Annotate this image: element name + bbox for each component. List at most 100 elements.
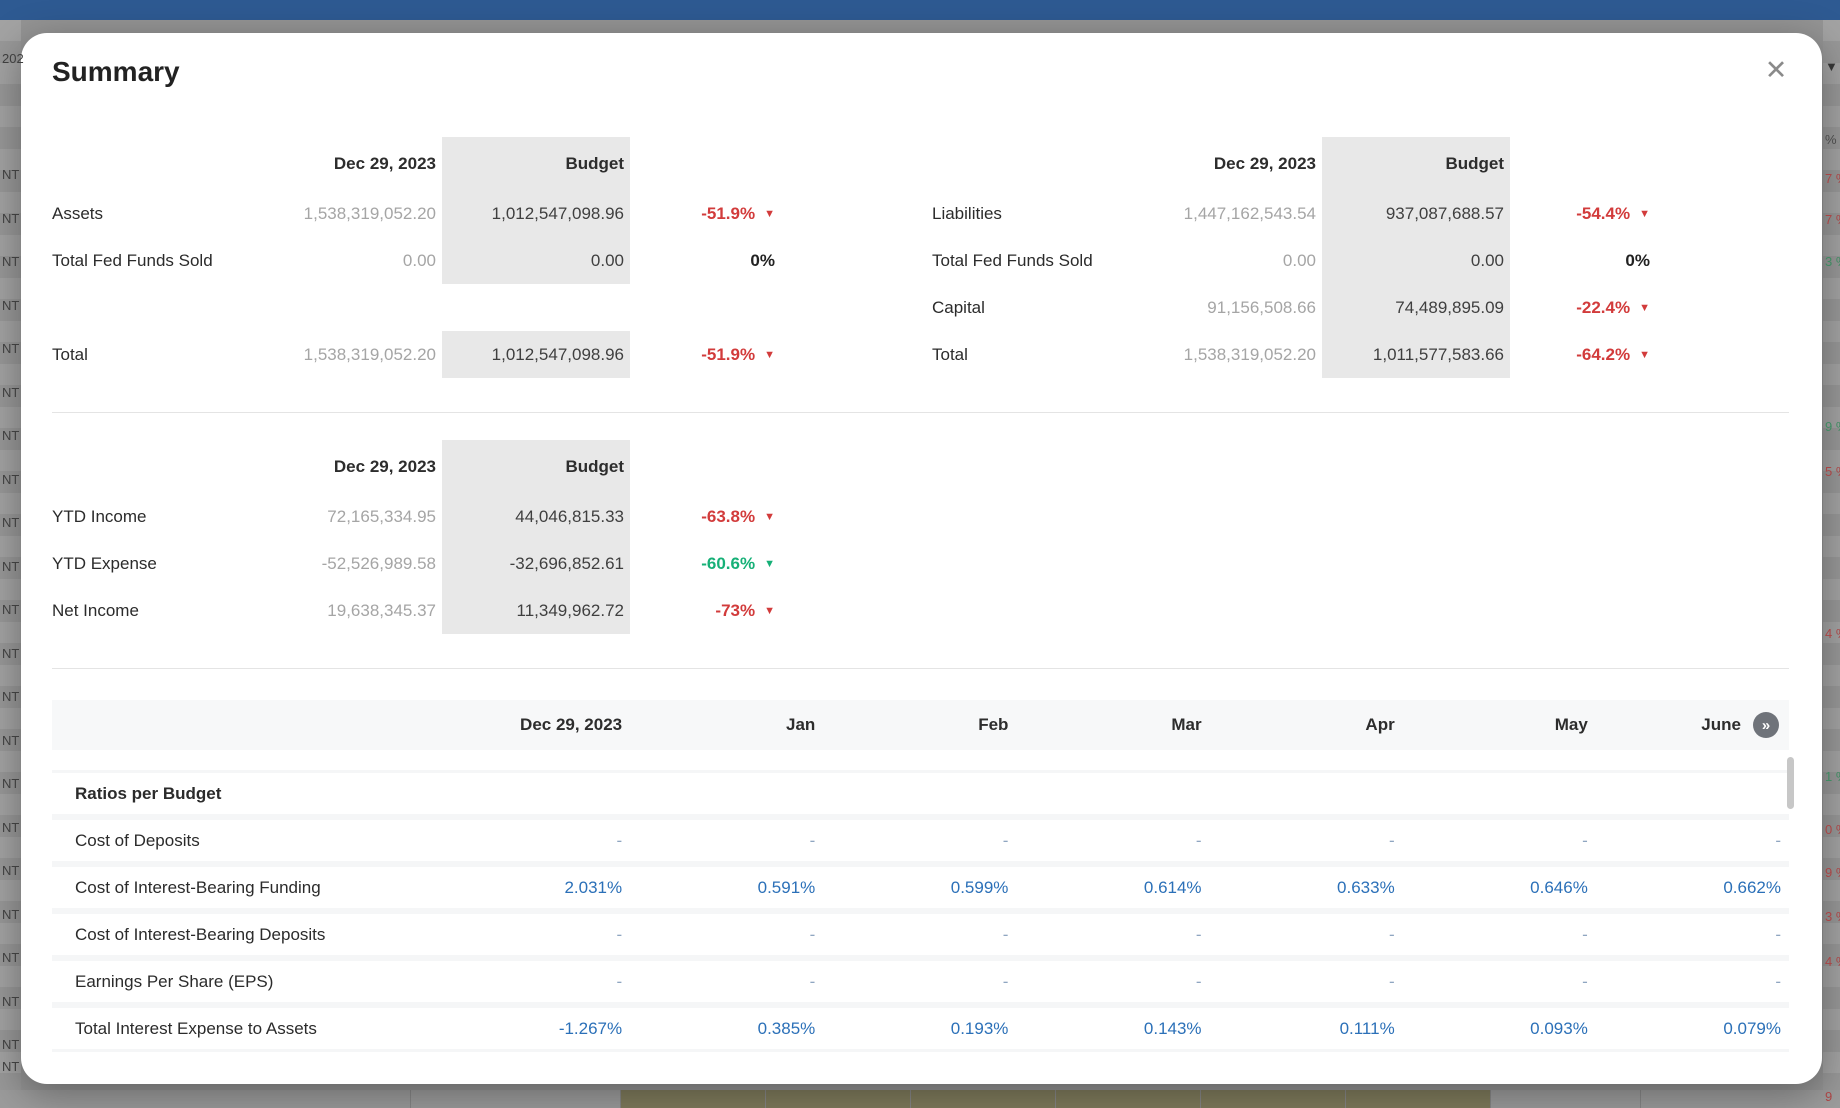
ratio-value: 0.385% — [757, 1018, 816, 1038]
change-value: -63.8% ▼ — [630, 493, 775, 540]
background-text-fragment: NT — [2, 820, 20, 835]
background-text-fragment: NT — [2, 385, 20, 400]
ratio-value: - — [1002, 971, 1009, 991]
budget-value: 1,012,547,098.96 — [442, 190, 630, 237]
background-value-fragment: 7 % — [1825, 171, 1840, 186]
ratio-label: Cost of Interest-Bearing Funding — [75, 877, 321, 897]
budget-value: 44,046,815.33 — [442, 493, 630, 540]
ratio-value: 0.599% — [950, 877, 1009, 897]
row-label: YTD Expense — [52, 553, 157, 573]
background-value-fragment: 9 % — [1825, 419, 1840, 434]
date-column-header: Dec 29, 2023 — [333, 456, 436, 476]
assets-table: Dec 29, 2023 Budget Assets 1,538,319,052.20… — [52, 137, 775, 378]
background-value-fragment: 0 % — [1825, 822, 1840, 837]
actual-value: 1,538,319,052.20 — [1183, 344, 1316, 364]
ratio-value: - — [1582, 830, 1588, 850]
background-table-right-edge — [1823, 20, 1840, 1108]
background-value-fragment: 5 % — [1825, 464, 1840, 479]
actual-value: 19,638,345.37 — [327, 600, 436, 620]
background-footer-cell — [910, 1090, 1055, 1108]
background-text-fragment: 202 — [2, 51, 24, 66]
budget-value: 1,011,577,583.66 — [1322, 331, 1510, 378]
ratio-value: - — [1195, 971, 1202, 991]
ratio-value: 0.111% — [1339, 1018, 1395, 1038]
background-text-fragment: NT — [2, 472, 20, 487]
background-value-fragment: 4 % — [1825, 626, 1840, 641]
ratio-value: 0.093% — [1530, 1018, 1588, 1038]
date-column-header: Dec 29, 2023 — [1213, 153, 1316, 173]
change-value: -51.9% ▼ — [630, 331, 775, 378]
ratio-value: 0.143% — [1143, 1018, 1202, 1038]
row-label: Total Fed Funds Sold — [932, 250, 1093, 270]
app-top-bar — [0, 0, 1840, 20]
budget-value: -32,696,852.61 — [442, 540, 630, 587]
change-column-header — [630, 440, 775, 493]
summary-modal: Summary ✕ Dec 29, 2023 Budget Assets 1,538,… — [21, 33, 1822, 1084]
actual-value: 0.00 — [402, 250, 436, 270]
ratio-value: 0.614% — [1143, 877, 1202, 897]
month-column-header: Jan — [785, 715, 816, 734]
background-footer-cell — [620, 1090, 765, 1108]
column-header-blank — [932, 137, 1142, 190]
month-column-header: Dec 29, 2023 — [520, 715, 623, 734]
ratio-value: - — [1582, 971, 1588, 991]
ratios-table-header: Dec 29, 2023 Jan Feb Mar Apr May June » — [52, 700, 1789, 750]
background-text-fragment: NT — [2, 1037, 20, 1052]
background-value-fragment: 3 % — [1825, 254, 1840, 269]
close-icon[interactable]: ✕ — [1764, 54, 1788, 85]
row-label: Capital — [932, 297, 985, 317]
actual-value: -52,526,989.58 — [321, 553, 436, 573]
ratio-value: 0.193% — [950, 1018, 1009, 1038]
background-footer-cell — [1200, 1090, 1345, 1108]
background-footer-cell — [1640, 1090, 1840, 1108]
background-text-fragment: NT — [2, 298, 20, 313]
ratio-value: 0.591% — [757, 877, 816, 897]
budget-column-header: Budget — [442, 440, 630, 493]
actual-value: 91,156,508.66 — [1207, 297, 1316, 317]
actual-value: 72,165,334.95 — [327, 506, 436, 526]
row-label: Total — [932, 344, 968, 364]
vertical-scrollbar-thumb[interactable] — [1787, 757, 1794, 809]
column-header-blank — [52, 137, 262, 190]
change-value: -54.4% ▼ — [1510, 190, 1650, 237]
month-column-header: Feb — [978, 715, 1009, 734]
trend-down-icon: ▼ — [1639, 207, 1650, 220]
ratio-value: - — [1389, 830, 1395, 850]
ratio-value: 0.646% — [1530, 877, 1588, 897]
ratios-table-body: Ratios per Budget Cost of Deposits - - - - - - -… — [52, 770, 1789, 1052]
ratio-value: - — [1775, 830, 1781, 850]
change-percent: -64.2% — [1576, 344, 1631, 364]
next-months-button[interactable]: » — [1752, 712, 1779, 738]
background-footer-cell — [1345, 1090, 1490, 1108]
background-value-fragment: 9 — [1825, 1089, 1833, 1104]
section-divider — [52, 668, 1789, 669]
ratio-label: Cost of Deposits — [75, 830, 200, 850]
actual-value: 1,447,162,543.54 — [1183, 203, 1316, 223]
background-text-fragment: NT — [2, 211, 20, 226]
ratio-label: Cost of Interest-Bearing Deposits — [75, 924, 326, 944]
ratio-value: 0.633% — [1337, 877, 1395, 897]
spacer-cell — [262, 284, 442, 331]
budget-column-header: Budget — [442, 137, 630, 190]
change-percent: -73% — [715, 600, 756, 620]
change-value: -51.9% ▼ — [630, 190, 775, 237]
change-value: -64.2% ▼ — [1510, 331, 1650, 378]
actual-value: 1,538,319,052.20 — [303, 203, 436, 223]
liabilities-table: Dec 29, 2023 Budget Liabilities 1,447,162,5… — [932, 137, 1650, 378]
ratio-value: - — [1002, 924, 1009, 944]
ratio-value: - — [1582, 924, 1588, 944]
actual-value: 0.00 — [1282, 250, 1316, 270]
background-footer-cell — [1490, 1090, 1640, 1108]
budget-value: 1,012,547,098.96 — [442, 331, 630, 378]
spacer-cell — [630, 284, 775, 331]
table-row: Cost of Interest-Bearing Deposits - - - - - - - — [52, 911, 1789, 958]
background-value-fragment: 1 % — [1825, 769, 1840, 784]
trend-down-icon: ▼ — [1639, 301, 1650, 314]
background-footer-cell — [410, 1090, 620, 1108]
change-column-header — [630, 137, 775, 190]
trend-down-icon: ▼ — [764, 557, 775, 570]
budget-value: 11,349,962.72 — [442, 587, 630, 634]
ratio-value: 0.079% — [1723, 1018, 1781, 1038]
actual-value: 1,538,319,052.20 — [303, 344, 436, 364]
background-text-fragment: NT — [2, 733, 20, 748]
